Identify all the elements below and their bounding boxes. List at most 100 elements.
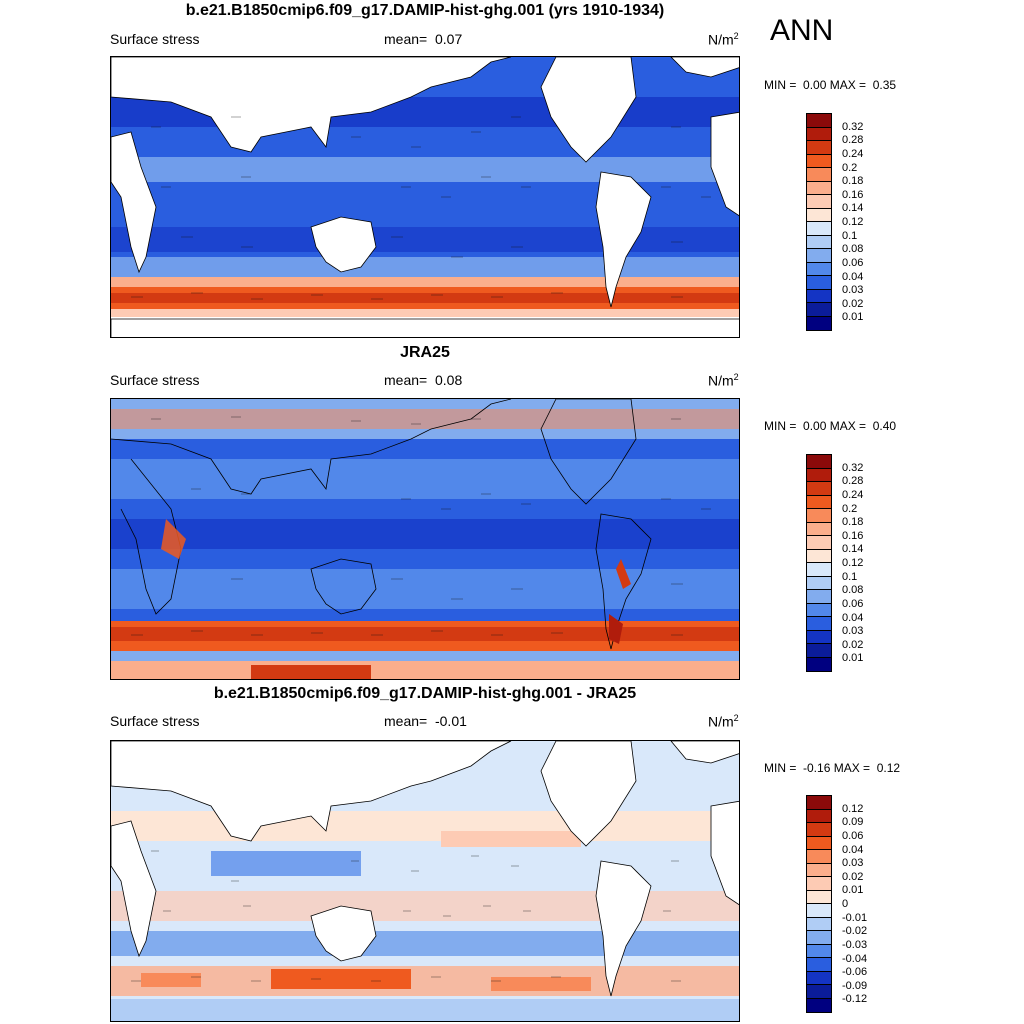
- colorbar-box: [807, 549, 831, 563]
- colorbar-box: [807, 971, 831, 985]
- colorbar-box: [807, 877, 831, 891]
- colorbar-box: [807, 482, 831, 496]
- panel2-colorbar: [806, 454, 832, 672]
- panel2-mean: mean= 0.08: [384, 372, 462, 388]
- colorbar-box: [807, 617, 831, 631]
- panel2-max-value: 0.40: [872, 419, 897, 433]
- panel1-cbar-label: 0.1: [842, 229, 858, 242]
- panel1-cbar-label: 0.03: [842, 284, 864, 297]
- panel1-title: b.e21.B1850cmip6.f09_g17.DAMIP-hist-ghg.…: [185, 2, 665, 19]
- panel2-cbar-label: 0.24: [842, 488, 864, 501]
- panel3-colorbar: [806, 795, 832, 1013]
- panel2-cbar-label: 0.06: [842, 597, 864, 610]
- colorbar-box: [807, 904, 831, 918]
- panel2-cbar-label: 0.03: [842, 625, 864, 638]
- panel1-cbar-label: 0.02: [842, 297, 864, 310]
- panel3-cbar-label: -0.06: [842, 966, 868, 979]
- season-label: ANN: [770, 14, 834, 47]
- colorbar-box: [807, 998, 831, 1012]
- panel1-units-base: N/m: [708, 31, 734, 48]
- panel1-cbar-label: 0.32: [842, 120, 864, 133]
- panel1-mean-label: mean=: [384, 31, 428, 47]
- colorbar-box: [807, 958, 831, 972]
- panel2-cbar-label: 0.32: [842, 461, 864, 474]
- panel2-cbar-label: 0.1: [842, 570, 858, 583]
- panel3-units-base: N/m: [708, 713, 734, 730]
- panel3-cbar-label: 0.01: [842, 884, 864, 897]
- panel2-cbar-label: 0.12: [842, 557, 864, 569]
- colorbar-box: [807, 644, 831, 658]
- colorbar-box: [807, 796, 831, 810]
- colorbar-box: [807, 823, 831, 837]
- colorbar-box: [807, 890, 831, 904]
- colorbar-box: [807, 262, 831, 276]
- panel1-mean: mean= 0.07: [384, 31, 462, 47]
- colorbar-box: [807, 809, 831, 823]
- panel1-variable: Surface stress: [110, 31, 200, 47]
- colorbar-box: [807, 181, 831, 195]
- panel3-variable: Surface stress: [110, 713, 200, 729]
- colorbar-box: [807, 154, 831, 168]
- colorbar-box: [807, 235, 831, 249]
- panel2-cbar-label: 0.28: [842, 475, 864, 488]
- panel3-cbar-label: -0.03: [842, 938, 868, 951]
- colorbar-box: [807, 455, 831, 469]
- panel1-cbar-label: 0.01: [842, 311, 864, 324]
- colorbar-box: [807, 522, 831, 536]
- colorbar-box: [807, 195, 831, 209]
- colorbar-box: [807, 576, 831, 590]
- colorbar-box: [807, 917, 831, 931]
- colorbar-box: [807, 603, 831, 617]
- panel3-cbar-label: -0.12: [842, 993, 868, 1006]
- panel3-max-label: MAX =: [833, 761, 871, 775]
- panel2-cbar-label: 0.2: [842, 502, 858, 515]
- colorbar-box: [807, 985, 831, 999]
- panel2-units: N/m2: [708, 372, 739, 389]
- colorbar-box: [807, 141, 831, 155]
- panel2-cbar-label: 0.16: [842, 529, 864, 542]
- panel1-map: [110, 56, 740, 338]
- panel3-cbar-label: 0.04: [842, 843, 864, 856]
- colorbar-box: [807, 836, 831, 850]
- colorbar-box: [807, 249, 831, 263]
- panel3-cbar-label: 0.03: [842, 857, 864, 870]
- panel3-title: b.e21.B1850cmip6.f09_g17.DAMIP-hist-ghg.…: [213, 685, 637, 702]
- panel2-variable: Surface stress: [110, 372, 200, 388]
- colorbar-box: [807, 168, 831, 182]
- panel3-units: N/m2: [708, 713, 739, 730]
- panel3-cbar-label: 0.12: [842, 802, 864, 815]
- colorbar-box: [807, 222, 831, 236]
- panel1-units-exp: 2: [733, 31, 739, 41]
- panel1-cbar-label: 0.18: [842, 175, 864, 188]
- panel1-cbar-label: 0.16: [842, 188, 864, 201]
- panel1-units: N/m2: [708, 31, 739, 48]
- colorbar-box: [807, 495, 831, 509]
- colorbar-box: [807, 536, 831, 550]
- colorbar-box: [807, 850, 831, 864]
- panel1-cbar-label: 0.08: [842, 243, 864, 256]
- panel1-cbar-label: 0.28: [842, 134, 864, 147]
- panel2-min-value: 0.00: [803, 419, 827, 433]
- panel1-max-label: MAX =: [829, 78, 867, 92]
- panel2-cbar-label: 0.14: [842, 543, 864, 556]
- panel3-minmax: MIN = -0.16 MAX = 0.12: [764, 761, 900, 775]
- panel3-cbar-label: -0.09: [842, 979, 868, 992]
- panel3-cbar-label: -0.01: [842, 911, 868, 924]
- colorbar-box: [807, 276, 831, 290]
- panel3-cbar-label: 0.06: [842, 829, 864, 842]
- panel1-cbar-label: 0.04: [842, 270, 864, 283]
- panel3-cbar-label: 0: [842, 898, 849, 910]
- panel3-cbar-label: 0.02: [842, 870, 864, 883]
- panel1-cbar-label: 0.06: [842, 256, 864, 269]
- panel2-mean-label: mean=: [384, 372, 428, 388]
- panel2-units-base: N/m: [708, 372, 734, 389]
- colorbar-box: [807, 468, 831, 482]
- colorbar-box: [807, 114, 831, 128]
- panel1-mean-value: 0.07: [434, 31, 463, 47]
- panel3-mean: mean= -0.01: [384, 713, 467, 729]
- panel3-units-exp: 2: [733, 713, 739, 723]
- panel1-max-value: 0.35: [872, 78, 897, 92]
- panel1-cbar-label: 0.12: [842, 216, 864, 228]
- panel2-max-label: MAX =: [829, 419, 867, 433]
- panel2-map: [110, 398, 740, 680]
